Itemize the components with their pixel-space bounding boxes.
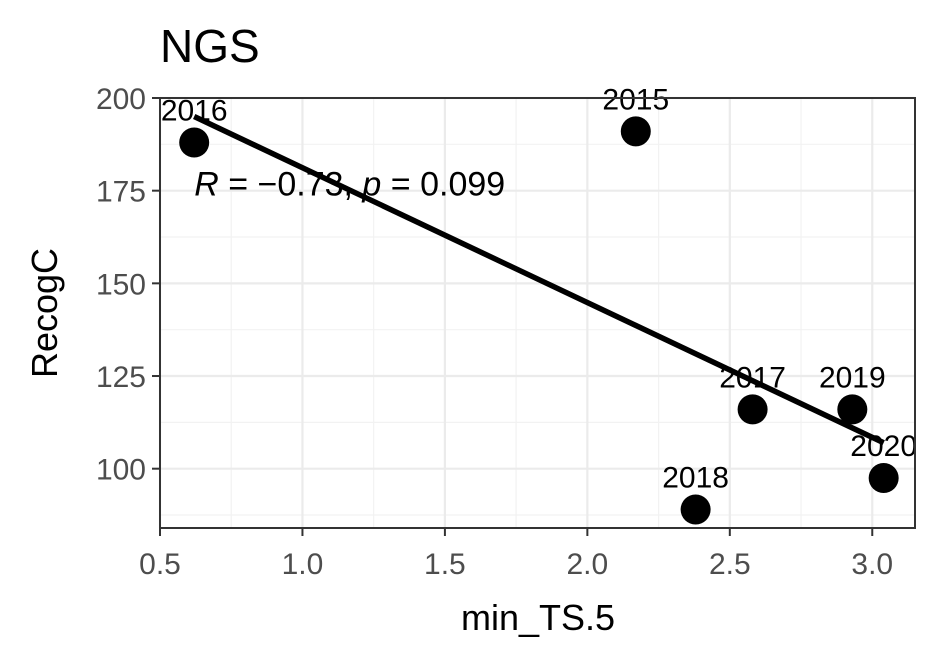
point-label-2016: 2016 [161, 94, 228, 127]
x-tick-label: 1.0 [282, 548, 324, 581]
points-layer [179, 116, 899, 525]
panel-border [159, 97, 916, 529]
y-tick-label: 200 [96, 83, 146, 116]
point-label-2020: 2020 [850, 430, 917, 463]
axis-ticks: 0.5 1.0 1.5 2.0 2.5 3.0 100 125 150 175 200 [96, 83, 893, 581]
x-tick-label: 2.5 [709, 548, 751, 581]
point-label-2019: 2019 [819, 361, 886, 394]
regression-layer [193, 114, 885, 446]
x-axis-title: min_TS.5 [461, 597, 615, 638]
x-tick-label: 2.0 [566, 548, 608, 581]
data-point-2017 [737, 394, 768, 425]
point-label-2015: 2015 [602, 83, 669, 116]
point-label-2018: 2018 [662, 461, 729, 494]
r-value: = −0.73, [219, 165, 363, 203]
y-tick-label: 175 [96, 176, 146, 209]
x-tick-label: 3.0 [851, 548, 893, 581]
correlation-annotation: R = −0.73, p = 0.099 [194, 165, 505, 203]
chart-title: NGS [160, 20, 260, 72]
major-gridlines [158, 96, 915, 528]
x-tick-label: 0.5 [139, 548, 181, 581]
p-value: = 0.099 [381, 165, 505, 203]
point-labels-layer: 2016 2015 2017 2018 2019 2020 [161, 83, 917, 494]
data-point-2019 [837, 394, 868, 425]
minor-gridlines [160, 98, 915, 528]
point-label-2017: 2017 [719, 361, 786, 394]
r-symbol: R [194, 165, 219, 203]
data-point-2018 [680, 494, 711, 525]
data-point-2020 [868, 462, 899, 493]
x-tick-label: 1.5 [424, 548, 466, 581]
data-point-2015 [620, 116, 651, 147]
y-tick-label: 100 [96, 454, 146, 487]
y-tick-label: 150 [96, 268, 146, 301]
y-axis-title: RecogC [24, 248, 65, 378]
data-point-2016 [179, 127, 210, 158]
regression-line [193, 114, 885, 446]
y-tick-label: 125 [96, 361, 146, 394]
p-symbol: p [361, 165, 381, 203]
